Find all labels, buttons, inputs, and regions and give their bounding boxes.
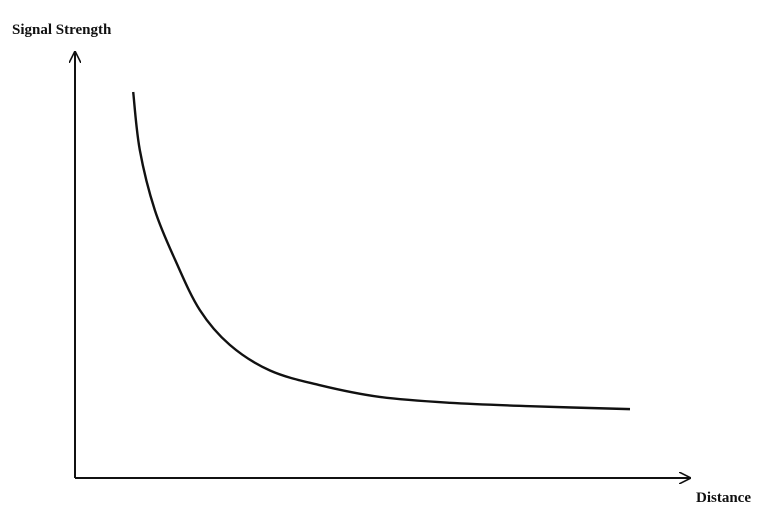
page: {"chart_data": {"type": "line", "y_label… (0, 0, 760, 507)
y-axis-label: Signal Strength (12, 22, 112, 38)
signal-curve (133, 92, 630, 409)
x-axis-label: Distance (696, 490, 751, 506)
chart: Signal Strength Distance (0, 0, 760, 507)
